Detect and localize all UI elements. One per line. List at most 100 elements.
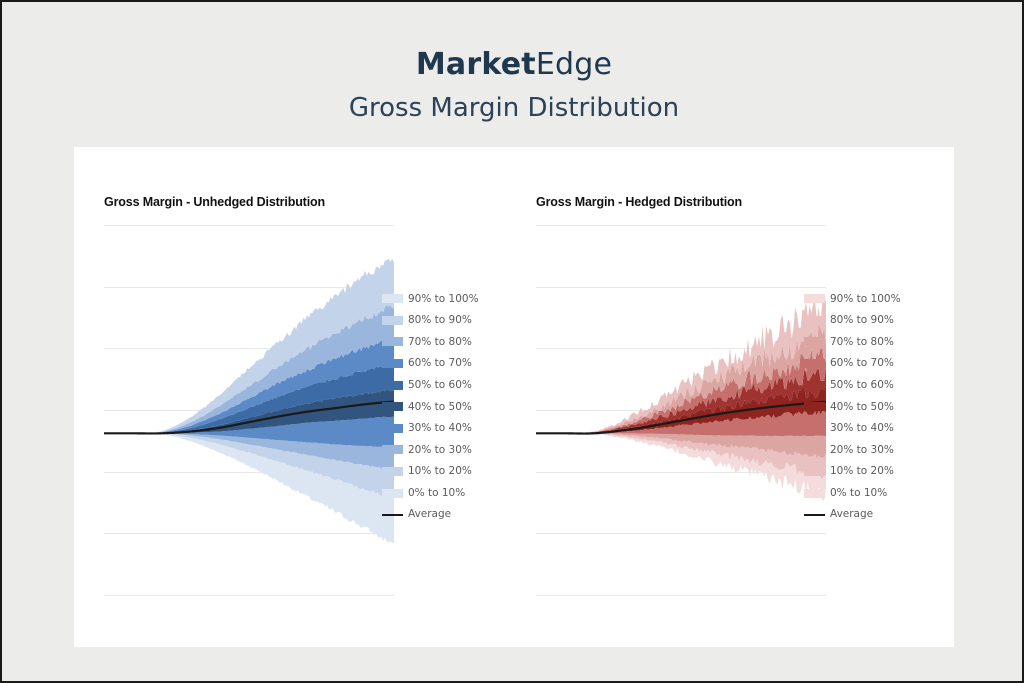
legend-color-swatch-icon <box>804 402 825 412</box>
legend-color-swatch-icon <box>382 445 403 455</box>
legend-label: Average <box>408 508 452 521</box>
legend-row[interactable]: 60% to 70% <box>382 353 502 375</box>
legend-color-swatch-icon <box>382 380 403 390</box>
distribution-band <box>536 367 826 434</box>
fan-chart-hedged <box>536 298 826 501</box>
average-line <box>104 400 394 435</box>
legend-color-swatch-icon <box>382 467 403 477</box>
legend-color-swatch-icon <box>804 359 825 369</box>
legend-label: 50% to 60% <box>408 378 472 391</box>
legend-label: 60% to 70% <box>830 357 894 370</box>
legend-color-swatch-icon <box>382 315 403 325</box>
legend-hedged: 90% to 100% 80% to 90% 70% to 80% 60% to 70… <box>804 288 924 526</box>
legend-label: 0% to 10% <box>830 486 888 499</box>
legend-row[interactable]: 30% to 40% <box>382 418 502 440</box>
legend-color-swatch-icon <box>804 423 825 433</box>
legend-row[interactable]: 10% to 20% <box>382 461 502 483</box>
distribution-band <box>536 409 826 437</box>
distribution-band <box>104 433 394 498</box>
legend-label: 10% to 20% <box>830 465 894 478</box>
legend-color-swatch-icon <box>382 294 403 304</box>
legend-color-swatch-icon <box>382 337 403 347</box>
gridline <box>536 287 826 288</box>
legend-row[interactable]: 40% to 50% <box>382 396 502 418</box>
legend-label: 60% to 70% <box>408 357 472 370</box>
distribution-band <box>536 433 826 501</box>
legend-row[interactable]: 90% to 100% <box>382 288 502 310</box>
legend-label: 20% to 30% <box>408 443 472 456</box>
legend-color-swatch-icon <box>804 380 825 390</box>
legend-row[interactable]: Average <box>804 504 924 526</box>
legend-label: 30% to 40% <box>408 422 472 435</box>
distribution-band <box>104 389 394 434</box>
legend-row[interactable]: 80% to 90% <box>804 310 924 332</box>
legend-row[interactable]: 0% to 10% <box>382 482 502 504</box>
legend-label: 20% to 30% <box>830 443 894 456</box>
gridline <box>536 533 826 534</box>
legend-row[interactable]: 50% to 60% <box>804 374 924 396</box>
distribution-band <box>536 433 826 459</box>
legend-line-swatch-icon <box>804 513 825 516</box>
fan-chart-unhedged <box>104 258 394 543</box>
legend-color-swatch-icon <box>382 423 403 433</box>
legend-line-swatch-icon <box>382 513 403 516</box>
distribution-band <box>104 433 394 471</box>
legend-color-swatch-icon <box>804 488 825 498</box>
brand-title: MarketEdge <box>2 46 1024 84</box>
brand-title-bold: Market <box>415 47 536 82</box>
legend-row[interactable]: 30% to 40% <box>804 418 924 440</box>
plot-area-unhedged <box>104 225 394 597</box>
legend-color-swatch-icon <box>804 337 825 347</box>
gridline <box>536 472 826 473</box>
plot-area-hedged <box>536 225 826 597</box>
gridline <box>536 595 826 596</box>
average-line <box>536 400 826 435</box>
legend-label: 50% to 60% <box>830 378 894 391</box>
legend-unhedged: 90% to 100% 80% to 90% 70% to 80% 60% to 70… <box>382 288 502 526</box>
page-subtitle: Gross Margin Distribution <box>348 92 680 123</box>
legend-label: 30% to 40% <box>830 422 894 435</box>
legend-row[interactable]: 50% to 60% <box>382 374 502 396</box>
chart-title-unhedged: Gross Margin - Unhedged Distribution <box>104 195 325 209</box>
legend-row[interactable]: 80% to 90% <box>382 310 502 332</box>
distribution-band <box>104 258 394 434</box>
legend-color-swatch-icon <box>804 467 825 477</box>
legend-label: 80% to 90% <box>830 314 894 327</box>
legend-label: Average <box>830 508 874 521</box>
legend-label: 70% to 80% <box>830 335 894 348</box>
distribution-band <box>536 384 826 434</box>
gridline <box>104 595 394 596</box>
distribution-band <box>104 433 394 543</box>
legend-row[interactable]: 90% to 100% <box>804 288 924 310</box>
gridline <box>104 472 394 473</box>
legend-color-swatch-icon <box>804 445 825 455</box>
legend-label: 70% to 80% <box>408 335 472 348</box>
legend-color-swatch-icon <box>382 488 403 498</box>
panel-hedged: Gross Margin - Hedged Distribution 90% t… <box>514 147 946 647</box>
legend-row[interactable]: 40% to 50% <box>804 396 924 418</box>
legend-row[interactable]: 60% to 70% <box>804 353 924 375</box>
gridline <box>536 225 826 226</box>
chart-card: Gross Margin - Unhedged Distribution 90%… <box>74 147 954 647</box>
distribution-band <box>104 416 394 448</box>
legend-label: 40% to 50% <box>830 400 894 413</box>
legend-label: 10% to 20% <box>408 465 472 478</box>
legend-label: 40% to 50% <box>408 400 472 413</box>
legend-row[interactable]: 70% to 80% <box>804 331 924 353</box>
legend-color-swatch-icon <box>382 359 403 369</box>
legend-row[interactable]: Average <box>382 504 502 526</box>
legend-row[interactable]: 20% to 30% <box>804 439 924 461</box>
legend-row[interactable]: 0% to 10% <box>804 482 924 504</box>
legend-row[interactable]: 10% to 20% <box>804 461 924 483</box>
legend-row[interactable]: 20% to 30% <box>382 439 502 461</box>
legend-row[interactable]: 70% to 80% <box>382 331 502 353</box>
gridline <box>104 533 394 534</box>
legend-label: 0% to 10% <box>408 486 466 499</box>
distribution-band <box>104 304 394 434</box>
slide-header: MarketEdge Gross Margin Distribution <box>2 46 1024 124</box>
distribution-band <box>536 433 826 480</box>
legend-label: 80% to 90% <box>408 314 472 327</box>
legend-label: 90% to 100% <box>408 292 479 305</box>
legend-color-swatch-icon <box>804 294 825 304</box>
legend-color-swatch-icon <box>804 315 825 325</box>
